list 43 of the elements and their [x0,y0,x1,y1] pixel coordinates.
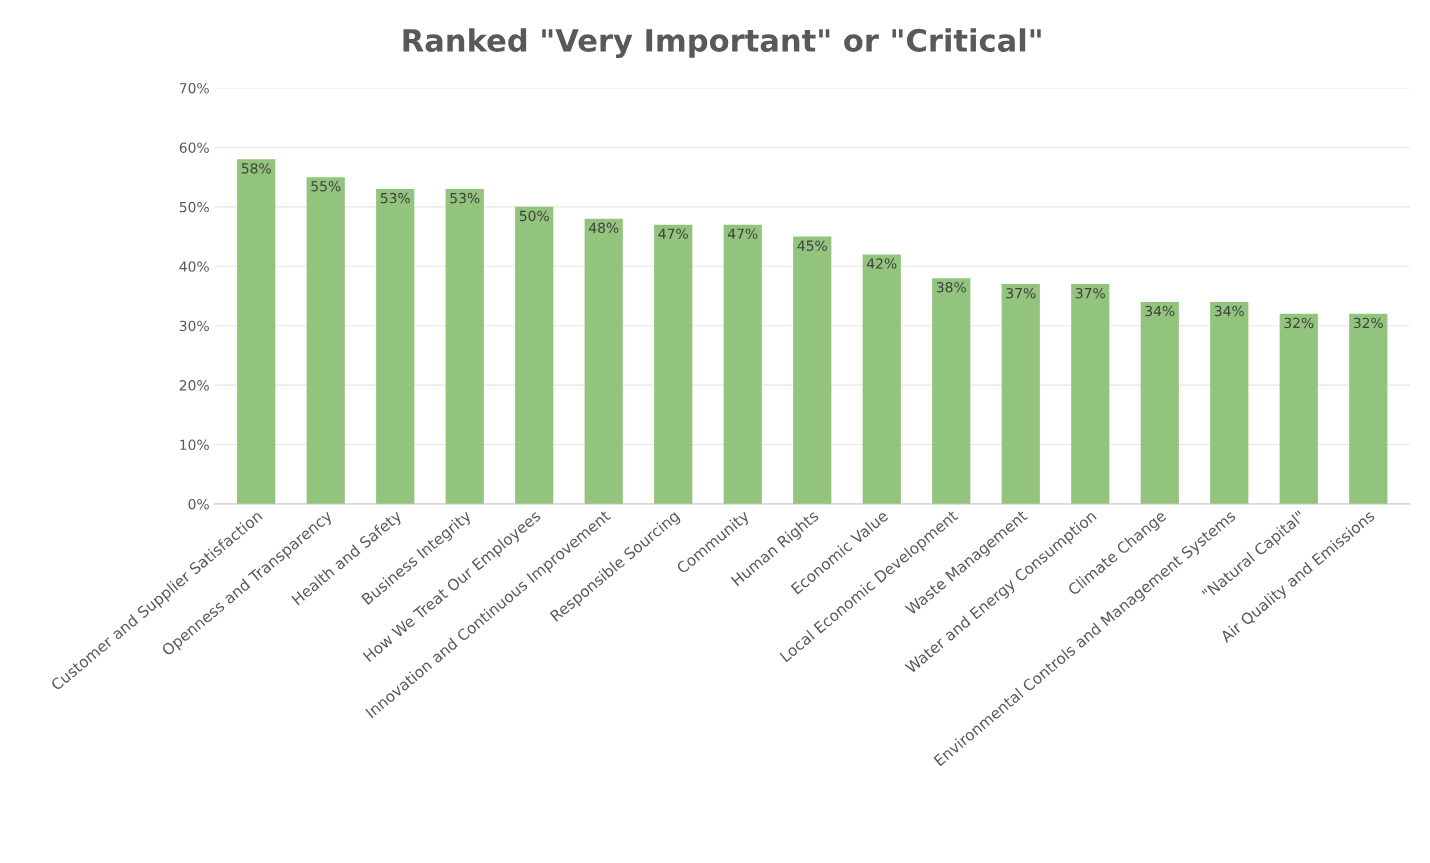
bar [376,189,415,504]
data-label: 38% [936,281,966,293]
bar [862,254,901,504]
data-label: 37% [1006,287,1036,299]
data-label: 47% [727,228,758,240]
bar [237,159,276,504]
bar [1140,301,1179,504]
data-label: 32% [1353,317,1383,329]
bar [654,224,693,504]
bar [584,218,623,504]
y-tick-label: 70% [179,82,209,94]
bar [793,236,832,504]
y-tick-label: 50% [179,201,209,213]
bar [1210,301,1249,504]
data-label: 50% [519,210,549,222]
data-label: 32% [1284,317,1314,329]
y-tick-label: 60% [179,142,209,153]
data-label: 58% [241,163,271,174]
bar [1071,284,1110,504]
bar [515,206,554,504]
chart-title: Ranked "Very Important" or "Critical" [403,28,1041,59]
bar [1001,284,1040,504]
data-label: 48% [588,222,619,234]
y-tick-label: 40% [179,261,209,272]
data-label: 45% [797,240,827,251]
data-label: 53% [450,192,480,204]
bar [723,224,762,504]
y-tick-label: 30% [179,320,209,332]
bar [306,177,345,504]
data-label: 53% [380,192,410,204]
y-tick-label: 0% [188,498,209,510]
bar [445,189,484,504]
data-label: 42% [866,258,897,269]
y-tick-label: 20% [179,380,209,391]
bar [1349,313,1388,504]
data-label: 34% [1214,305,1244,317]
bar [932,278,971,504]
y-tick-label: 10% [180,439,209,451]
data-label: 47% [658,228,688,240]
bar [1279,313,1318,504]
data-label: 34% [1145,305,1175,317]
data-label: 37% [1075,287,1105,299]
data-label: 55% [311,180,341,192]
